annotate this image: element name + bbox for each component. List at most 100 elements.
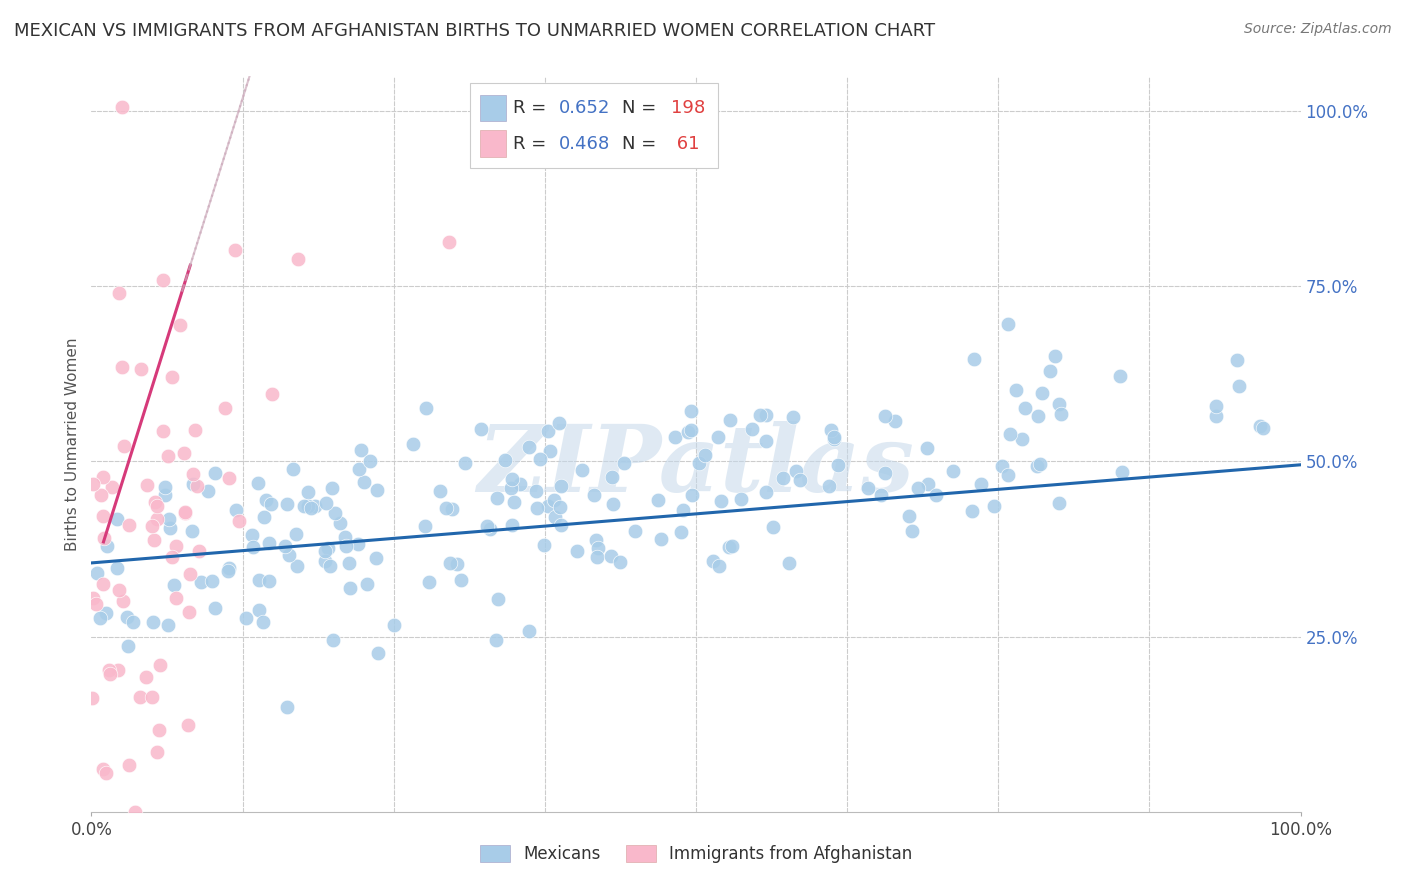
Point [204, 466, 226, 480]
Point [509, 477, 531, 491]
Point [486, 591, 509, 606]
Point [112, 439, 135, 453]
Point [664, 430, 686, 444]
Point [583, 488, 606, 502]
Text: 198: 198 [671, 99, 704, 117]
Point [190, 574, 212, 589]
Point [217, 564, 239, 578]
Point [304, 500, 326, 514]
Point [710, 493, 733, 508]
Point [160, 550, 183, 565]
Point [201, 574, 224, 588]
Text: R =: R = [513, 99, 553, 117]
Point [97, 663, 120, 677]
Point [111, 100, 132, 114]
Point [91, 509, 114, 524]
Point [214, 401, 236, 415]
Point [789, 474, 811, 488]
Point [260, 387, 283, 401]
Point [1005, 384, 1028, 398]
Point [350, 442, 373, 457]
Point [543, 493, 565, 508]
Point [494, 453, 516, 467]
Point [162, 370, 184, 384]
Point [124, 805, 146, 819]
Point [503, 495, 526, 509]
Point [1050, 407, 1073, 421]
Point [1205, 409, 1227, 423]
Point [477, 518, 499, 533]
Point [335, 540, 357, 554]
Point [609, 555, 631, 569]
Point [105, 561, 128, 575]
Point [485, 491, 508, 506]
Point [749, 408, 772, 422]
Point [537, 499, 560, 513]
Point [681, 488, 703, 502]
Point [257, 535, 280, 549]
Point [820, 423, 842, 437]
Text: N =: N = [623, 99, 662, 117]
Point [141, 519, 163, 533]
Point [197, 484, 219, 499]
Point [1000, 427, 1022, 442]
Point [441, 501, 464, 516]
Point [907, 481, 929, 495]
Point [548, 500, 571, 514]
Point [247, 602, 270, 616]
Point [135, 478, 157, 492]
Point [1039, 364, 1062, 378]
Point [181, 524, 204, 538]
Point [165, 539, 187, 553]
Point [382, 617, 405, 632]
Point [366, 483, 388, 497]
Point [942, 464, 965, 478]
Point [218, 561, 240, 575]
Point [446, 558, 468, 572]
Point [858, 481, 880, 495]
Point [89, 610, 111, 624]
Point [253, 509, 276, 524]
Point [501, 472, 523, 486]
Point [247, 574, 270, 588]
Point [884, 414, 907, 428]
Point [337, 556, 360, 570]
Point [181, 467, 204, 482]
Point [94, 606, 117, 620]
Point [550, 479, 572, 493]
Point [754, 408, 776, 422]
Point [671, 502, 693, 516]
FancyBboxPatch shape [470, 83, 717, 168]
Point [142, 533, 165, 548]
Point [111, 359, 134, 374]
Point [718, 413, 741, 427]
Point [501, 518, 523, 533]
Point [165, 591, 187, 605]
Point [1047, 495, 1070, 509]
Point [613, 456, 636, 470]
Point [155, 487, 177, 501]
Point [117, 609, 139, 624]
Point [1227, 379, 1250, 393]
Point [93, 532, 115, 546]
Point [111, 594, 134, 608]
Point [276, 699, 298, 714]
Point [356, 577, 378, 591]
Point [470, 421, 492, 435]
Point [1111, 465, 1133, 479]
Point [960, 504, 983, 518]
Point [585, 550, 607, 565]
Point [188, 543, 211, 558]
Point [517, 624, 540, 638]
Point [316, 541, 339, 556]
FancyBboxPatch shape [479, 130, 506, 157]
Point [450, 573, 472, 587]
Point [418, 575, 440, 590]
Point [526, 501, 548, 516]
Text: ZIPatlas: ZIPatlas [478, 421, 914, 511]
Point [339, 581, 361, 595]
Point [565, 543, 588, 558]
Point [983, 499, 1005, 513]
Text: Source: ZipAtlas.com: Source: ZipAtlas.com [1244, 22, 1392, 37]
Point [870, 488, 893, 502]
